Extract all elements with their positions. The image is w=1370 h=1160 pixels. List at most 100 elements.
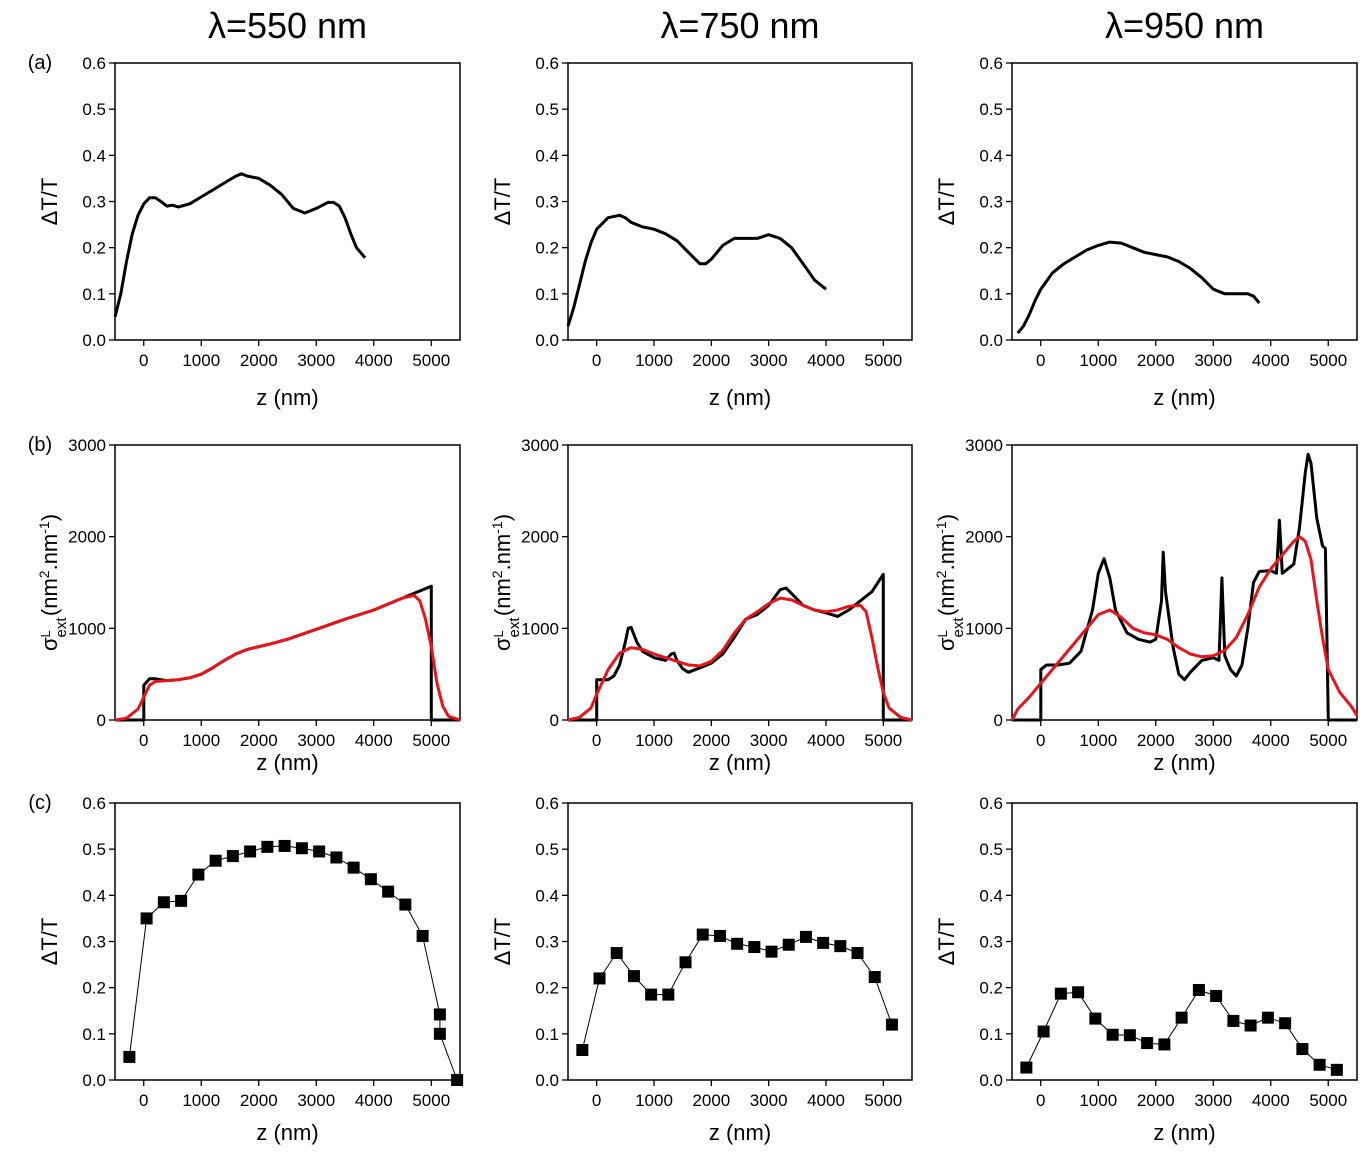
data-point <box>610 947 623 960</box>
data-point <box>851 947 864 960</box>
data-point <box>696 928 709 941</box>
x-axis-label: z (nm) <box>1153 385 1215 410</box>
x-tick-label: 4000 <box>1252 351 1290 370</box>
y-tick-label: 0 <box>550 711 559 730</box>
y-tick-label: 0.5 <box>82 100 106 119</box>
y-tick-label: 0.5 <box>979 100 1003 119</box>
y-axis-label: ΔT/T <box>490 918 515 966</box>
data-point <box>451 1074 464 1086</box>
x-tick-label: 4000 <box>355 351 393 370</box>
x-tick-label: 5000 <box>864 731 902 750</box>
data-point <box>1106 1028 1119 1041</box>
y-tick-label: 0.2 <box>82 979 106 998</box>
plot-frame <box>567 444 913 721</box>
x-tick-label: 0 <box>1036 1091 1045 1110</box>
y-tick-label: 0.4 <box>535 886 559 905</box>
y-axis-label-part: 2 <box>933 570 949 578</box>
x-tick-label: 3000 <box>297 731 335 750</box>
x-tick-label: 0 <box>592 731 601 750</box>
data-line <box>1012 452 1357 722</box>
data-point <box>192 868 205 881</box>
y-tick-label: 3000 <box>521 436 559 455</box>
y-tick-label: 0.1 <box>82 285 106 304</box>
x-tick-label: 2000 <box>1137 351 1175 370</box>
y-tick-label: 0.5 <box>535 840 559 859</box>
y-tick-label: 0.2 <box>535 979 559 998</box>
data-point <box>1037 1025 1050 1038</box>
x-axis-label: z (nm) <box>709 1120 771 1145</box>
data-point <box>1072 986 1085 999</box>
y-tick-label: 0.4 <box>82 146 106 165</box>
x-tick-label: 0 <box>592 351 601 370</box>
data-point <box>1244 1019 1257 1032</box>
y-axis-label-part: -1 <box>489 521 505 534</box>
y-tick-label: 0.6 <box>535 794 559 813</box>
data-point <box>645 988 658 1001</box>
data-line <box>1016 240 1261 335</box>
y-tick-label: 0.0 <box>82 331 106 350</box>
y-axis-label-part: L <box>935 630 950 637</box>
y-axis-label-part: σ <box>37 637 62 651</box>
plot-frame <box>1011 802 1358 1081</box>
panel-label: (c) <box>28 792 51 814</box>
data-point <box>1020 1061 1033 1074</box>
data-point <box>782 938 795 951</box>
data-point <box>330 851 343 864</box>
y-tick-label: 0.3 <box>82 933 106 952</box>
x-axis-label: z (nm) <box>709 750 771 775</box>
x-axis-label: z (nm) <box>709 385 771 410</box>
y-tick-label: 0.3 <box>82 193 106 212</box>
y-axis-label: σextL (nm2.nm-1) <box>933 514 967 651</box>
x-tick-label: 3000 <box>750 351 788 370</box>
data-point <box>662 988 675 1001</box>
x-tick-label: 0 <box>139 1091 148 1110</box>
y-tick-label: 1000 <box>68 619 106 638</box>
y-tick-label: 0.0 <box>82 1071 106 1090</box>
data-point <box>399 898 412 911</box>
x-tick-label: 5000 <box>412 731 450 750</box>
data-line <box>566 213 827 327</box>
x-tick-label: 1000 <box>182 731 220 750</box>
x-tick-label: 1000 <box>1079 731 1117 750</box>
x-tick-label: 4000 <box>1252 731 1290 750</box>
x-tick-label: 1000 <box>635 351 673 370</box>
data-point <box>1192 983 1205 996</box>
y-axis-label-part: .nm <box>37 534 62 571</box>
x-tick-label: 2000 <box>692 351 730 370</box>
data-point <box>1279 1017 1292 1030</box>
x-tick-label: 5000 <box>412 351 450 370</box>
y-axis-label-part: (nm <box>37 578 62 622</box>
x-tick-label: 3000 <box>1194 731 1232 750</box>
y-axis-label-part: ext <box>950 617 967 638</box>
y-tick-label: 0.0 <box>535 1071 559 1090</box>
data-point <box>1175 1011 1188 1024</box>
x-tick-label: 5000 <box>1309 1091 1347 1110</box>
y-tick-label: 0.3 <box>979 933 1003 952</box>
y-axis-label-part: L <box>491 630 506 637</box>
data-point <box>593 972 606 985</box>
x-tick-label: 0 <box>1036 351 1045 370</box>
y-tick-label: 0.1 <box>535 285 559 304</box>
y-axis-label-part: (nm <box>934 578 959 622</box>
y-axis-label-part: (nm <box>490 578 515 622</box>
data-point <box>1296 1043 1309 1056</box>
y-tick-label: 0.0 <box>979 1071 1003 1090</box>
y-axis-label-part: ext <box>53 617 70 638</box>
data-point <box>175 894 188 907</box>
y-axis-label-part: .nm <box>490 534 515 571</box>
y-tick-label: 0.6 <box>979 54 1003 73</box>
y-tick-label: 0.6 <box>979 794 1003 813</box>
plot-frame <box>114 444 461 721</box>
y-axis-label-part: -1 <box>36 521 52 534</box>
y-axis-label: ΔT/T <box>934 918 959 966</box>
y-tick-label: 0.2 <box>979 979 1003 998</box>
data-point <box>1054 987 1067 1000</box>
data-point <box>576 1043 589 1056</box>
y-axis-label: σextL (nm2.nm-1) <box>36 514 70 651</box>
data-point <box>1089 1012 1102 1025</box>
x-axis-label: z (nm) <box>256 385 318 410</box>
y-tick-label: 0.5 <box>82 840 106 859</box>
y-axis-label: ΔT/T <box>37 918 62 966</box>
